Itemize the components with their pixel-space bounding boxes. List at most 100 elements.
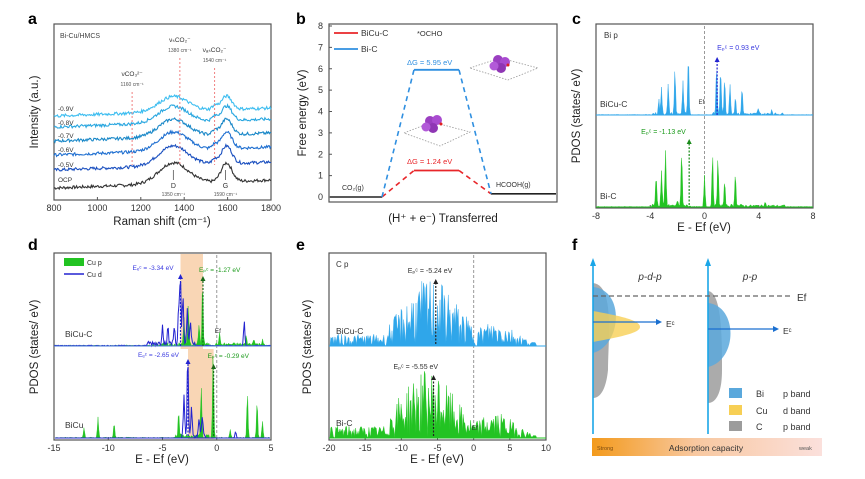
state-label-hcooh: HCOOH(g) [496,182,531,189]
connector-BiCu-C [458,169,492,195]
panel-d-xlabel: E - Ef (eV) [135,454,189,466]
panel-c-xlabel: E - Ef (eV) [677,222,731,234]
legend-element-bi: Bi [756,389,764,399]
panel-d-xtick-label: 5 [268,443,273,453]
axis-arrow-2 [705,258,711,266]
edc-arrow-bicu-c-head [178,274,184,279]
pdos-series-label: BiCu-C [65,329,92,339]
panel-e-xtick-label: -5 [433,443,441,453]
raman-annotation-label: νₛCO₂⁻ [169,37,191,44]
molecule-illustration-bicu-c [402,115,472,147]
legend-element-c: C [756,422,763,432]
panel-b-ytick-label: 8 [318,21,323,31]
adsorption-weak-label: weak [798,446,812,452]
bi-p-band-shape-2 [708,303,731,367]
panel-a-xtick-label: 1200 [131,203,151,213]
ec-label-2: Eᶜ [783,326,792,336]
epc-label-bi-c: Eₚᶜ = -5.55 eV [394,364,439,371]
panel-a-xtick-label: 1800 [261,203,281,213]
edc-arrow-bicu-head [185,359,191,364]
legend-band-cu: d band [783,406,811,416]
panel-b-ytick-label: 1 [318,171,323,181]
raman-peak-wavenumber: 1350 cm⁻¹ [162,192,186,198]
panel-e-xtick-label: 10 [541,443,551,453]
panel-d-xtick-label: 0 [214,443,219,453]
panel-e-xlabel: E - Ef (eV) [410,454,464,466]
cu-d-band-shape-1 [593,311,640,342]
connector-Bi-C [458,69,492,194]
panel-label-d: d [28,237,38,254]
fermi-label: Ef [472,425,478,432]
raman-curve-label: -0.9V [58,106,74,113]
panel-b-free-energy: Free energy (eV) (H⁺ + e⁻) Transferred 0… [297,21,558,225]
delta-g-bicu-c: ΔG = 1.24 eV [407,157,452,166]
pdos-cu-p-bicu [54,357,271,439]
raman-annotation-wavenumber: 1380 cm⁻¹ [168,48,192,54]
panel-c-xtick-label: -8 [592,211,600,221]
raman-peak-wavenumber: 1590 cm⁻¹ [214,192,238,198]
raman-annotation-label: νCO₃²⁻ [121,71,143,78]
epc-label-bicu: Eₚᶜ = -0.29 eV [208,353,250,360]
raman-annotation-wavenumber: 1540 cm⁻¹ [203,58,227,64]
panel-d-xtick-label: -10 [102,443,115,453]
raman-curve-label: -0.6V [58,147,74,154]
legend-swatch-cu-p [64,258,84,266]
panel-d-cu-pdos: PDOS (states/ eV) E - Ef (eV) -15 -10 -5 0 5… [29,252,274,466]
pdos-cu-d-bicu [55,366,270,439]
pdos-series-label: Bi-C [336,418,353,428]
panel-b-ylabel: Free energy (eV) [297,69,309,156]
legend-label-bi-c: Bi-C [361,44,378,54]
molecule-illustration-bi-c [468,55,540,81]
epc-arrow-bicu-head [211,364,217,369]
raman-annotation-label: νₐₛCO₂⁻ [203,47,227,54]
panel-e-c-p-pdos: PDOS (states/ eV) E - Ef (eV) C p -20 -15… [302,252,551,466]
panel-label-b: b [296,11,306,28]
epc-arrow-bi-c-head [686,139,692,144]
epc-arrow-bi-c-head [431,375,437,380]
panel-b-xlabel: (H⁺ + e⁻) Transferred [388,213,498,225]
epc-arrow-bicu-c-head [200,276,206,281]
raman-curve--0.8V [53,103,272,129]
panel-b-ytick-label: 4 [318,107,323,117]
panel-c-xtick-label: 8 [810,211,815,221]
panel-a-frame [53,23,272,201]
legend-swatch-c [729,421,742,431]
panel-b-ytick-label: 5 [318,85,323,95]
panel-e-xtick-label: 0 [471,443,476,453]
panel-e-xtick-label: -10 [395,443,408,453]
column-title-p-d-p: p-d-p [637,272,662,283]
raman-curve-label: OCP [58,177,72,184]
epc-label-bi-c: Eₚᶜ = -1.13 eV [641,129,686,136]
ec-arrowhead-2 [773,326,779,332]
panel-a-xtick-label: 1600 [218,203,238,213]
pdos-series-label: BiCu [65,420,84,430]
panel-b-ytick-label: 2 [318,149,323,159]
legend-label-cu-p: Cu p [87,260,102,267]
panel-c-xtick-label: 4 [756,211,761,221]
pdos-series-label: Bi-C [600,191,617,201]
panel-b-frame [328,23,558,203]
pdos-series-label: BiCu-C [336,326,363,336]
panel-a-ylabel: Intensity (a.u.) [29,75,41,148]
legend-swatch-cu [729,405,742,415]
epc-label-bicu-c: Eₚᶜ = -5.24 eV [408,268,453,275]
pdos-c-p-Bi-C [329,371,545,439]
panel-e-xtick-label: -20 [322,443,335,453]
panel-d-ylabel: PDOS (states/ eV) [29,300,41,395]
raman-curve-label: -0.5V [58,162,74,169]
panel-d-xtick-label: -5 [158,443,166,453]
panel-a-xtick-label: 1000 [87,203,107,213]
panel-e-ylabel: PDOS (states/ eV) [302,300,314,395]
panel-e-xtick-label: -15 [359,443,372,453]
panel-e-xtick-label: 5 [507,443,512,453]
state-label-co2: CO₂(g) [342,185,364,192]
raman-curve--0.7V [53,117,272,144]
connector-BiCu-C [381,169,415,198]
panel-b-intermediate-label: *OCHO [417,29,443,38]
pdos-series-label: BiCu-C [600,99,627,109]
raman-curve--0.5V [53,143,272,172]
ec-arrowhead-1 [656,319,662,325]
panel-f-band-diagram: Ef Eᶜ Eᶜ p-d-p p-p Bi p band Cu d band C… [590,258,822,456]
panel-e-title: C p [336,260,349,269]
panel-label-e: e [296,237,305,254]
